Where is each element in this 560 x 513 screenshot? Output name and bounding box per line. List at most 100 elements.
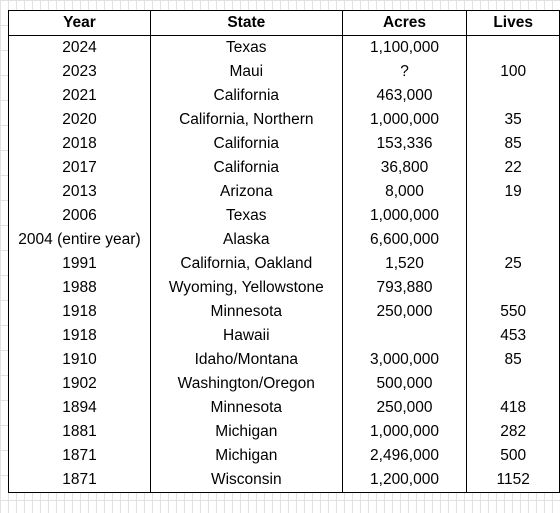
state-cell[interactable]: Idaho/Montana: [149, 348, 343, 372]
acres-cell[interactable]: 463,000: [341, 84, 468, 108]
lives-cell[interactable]: [466, 204, 560, 228]
table-row: 2017 California 36,800 22: [8, 156, 560, 180]
lives-header[interactable]: Lives: [466, 10, 560, 36]
year-cell[interactable]: 1871: [8, 468, 151, 493]
table-row: 2023 Maui ? 100: [8, 60, 560, 84]
state-cell[interactable]: Minnesota: [149, 396, 343, 420]
table-row: 1894 Minnesota 250,000 418: [8, 396, 560, 420]
year-cell[interactable]: 1988: [8, 276, 151, 300]
acres-cell[interactable]: [341, 324, 468, 348]
year-cell[interactable]: 2018: [8, 132, 151, 156]
year-cell[interactable]: 2021: [8, 84, 151, 108]
table-row: 1988 Wyoming, Yellowstone 793,880: [8, 276, 560, 300]
acres-header[interactable]: Acres: [341, 10, 468, 36]
lives-cell[interactable]: 453: [466, 324, 560, 348]
year-cell[interactable]: 1902: [8, 372, 151, 396]
table-row: 2013 Arizona 8,000 19: [8, 180, 560, 204]
state-cell[interactable]: Washington/Oregon: [149, 372, 343, 396]
lives-cell[interactable]: 25: [466, 252, 560, 276]
acres-cell[interactable]: 1,000,000: [341, 420, 468, 444]
table-row: 1918 Minnesota 250,000 550: [8, 300, 560, 324]
year-cell[interactable]: 2013: [8, 180, 151, 204]
state-header[interactable]: State: [149, 10, 343, 36]
acres-cell[interactable]: 2,496,000: [341, 444, 468, 468]
header-row: Year State Acres Lives: [8, 10, 560, 36]
lives-cell[interactable]: 282: [466, 420, 560, 444]
table-row: 1910 Idaho/Montana 3,000,000 85: [8, 348, 560, 372]
state-cell[interactable]: Wyoming, Yellowstone: [149, 276, 343, 300]
lives-cell[interactable]: [466, 372, 560, 396]
lives-cell[interactable]: [466, 228, 560, 252]
lives-cell[interactable]: 19: [466, 180, 560, 204]
state-cell[interactable]: Michigan: [149, 444, 343, 468]
acres-cell[interactable]: 1,200,000: [341, 468, 468, 493]
lives-cell[interactable]: [466, 84, 560, 108]
acres-cell[interactable]: 500,000: [341, 372, 468, 396]
lives-cell[interactable]: 550: [466, 300, 560, 324]
state-cell[interactable]: California: [149, 132, 343, 156]
table-row: 1918 Hawaii 453: [8, 324, 560, 348]
lives-cell[interactable]: [466, 35, 560, 60]
acres-cell[interactable]: 36,800: [341, 156, 468, 180]
year-cell[interactable]: 1991: [8, 252, 151, 276]
year-header[interactable]: Year: [8, 10, 151, 36]
table-row: 1902 Washington/Oregon 500,000: [8, 372, 560, 396]
lives-cell[interactable]: 85: [466, 348, 560, 372]
table-row: 1871 Wisconsin 1,200,000 1152: [8, 468, 560, 493]
table-row: 2006 Texas 1,000,000: [8, 204, 560, 228]
acres-cell[interactable]: 153,336: [341, 132, 468, 156]
state-cell[interactable]: Alaska: [149, 228, 343, 252]
table-row: 2004 (entire year) Alaska 6,600,000: [8, 228, 560, 252]
table-row: 1991 California, Oakland 1,520 25: [8, 252, 560, 276]
lives-cell[interactable]: 1152: [466, 468, 560, 493]
lives-cell[interactable]: 100: [466, 60, 560, 84]
year-cell[interactable]: 1910: [8, 348, 151, 372]
acres-cell[interactable]: 250,000: [341, 300, 468, 324]
state-cell[interactable]: Arizona: [149, 180, 343, 204]
year-cell[interactable]: 1918: [8, 300, 151, 324]
acres-cell[interactable]: 1,000,000: [341, 108, 468, 132]
acres-cell[interactable]: 3,000,000: [341, 348, 468, 372]
year-cell[interactable]: 1894: [8, 396, 151, 420]
lives-cell[interactable]: 35: [466, 108, 560, 132]
lives-cell[interactable]: 22: [466, 156, 560, 180]
state-cell[interactable]: Texas: [149, 204, 343, 228]
year-cell[interactable]: 1918: [8, 324, 151, 348]
lives-cell[interactable]: 85: [466, 132, 560, 156]
state-cell[interactable]: California: [149, 84, 343, 108]
table-row: 1871 Michigan 2,496,000 500: [8, 444, 560, 468]
table-row: 2020 California, Northern 1,000,000 35: [8, 108, 560, 132]
acres-cell[interactable]: 1,520: [341, 252, 468, 276]
year-cell[interactable]: 1871: [8, 444, 151, 468]
table-row: 2021 California 463,000: [8, 84, 560, 108]
state-cell[interactable]: California, Oakland: [149, 252, 343, 276]
acres-cell[interactable]: 1,000,000: [341, 204, 468, 228]
year-cell[interactable]: 2024: [8, 35, 151, 60]
state-cell[interactable]: Michigan: [149, 420, 343, 444]
state-cell[interactable]: Wisconsin: [149, 468, 343, 493]
year-cell[interactable]: 2020: [8, 108, 151, 132]
state-cell[interactable]: Minnesota: [149, 300, 343, 324]
state-cell[interactable]: California, Northern: [149, 108, 343, 132]
state-cell[interactable]: Maui: [149, 60, 343, 84]
lives-cell[interactable]: 418: [466, 396, 560, 420]
year-cell[interactable]: 2023: [8, 60, 151, 84]
year-cell[interactable]: 2006: [8, 204, 151, 228]
state-cell[interactable]: Texas: [149, 35, 343, 60]
acres-cell[interactable]: 8,000: [341, 180, 468, 204]
acres-cell[interactable]: ?: [341, 60, 468, 84]
year-cell[interactable]: 2017: [8, 156, 151, 180]
year-cell[interactable]: 1881: [8, 420, 151, 444]
acres-cell[interactable]: 250,000: [341, 396, 468, 420]
lives-cell[interactable]: [466, 276, 560, 300]
lives-cell[interactable]: 500: [466, 444, 560, 468]
acres-cell[interactable]: 6,600,000: [341, 228, 468, 252]
year-cell[interactable]: 2004 (entire year): [8, 228, 151, 252]
state-cell[interactable]: Hawaii: [149, 324, 343, 348]
acres-cell[interactable]: 793,880: [341, 276, 468, 300]
acres-cell[interactable]: 1,100,000: [341, 35, 468, 60]
table-row: 1881 Michigan 1,000,000 282: [8, 420, 560, 444]
wildfire-table: Year State Acres Lives 2024 Texas 1,100,…: [8, 10, 560, 493]
state-cell[interactable]: California: [149, 156, 343, 180]
